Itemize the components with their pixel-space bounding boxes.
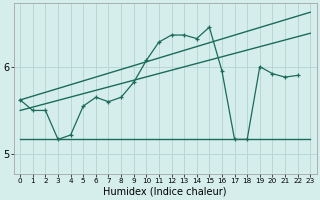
X-axis label: Humidex (Indice chaleur): Humidex (Indice chaleur): [103, 187, 227, 197]
